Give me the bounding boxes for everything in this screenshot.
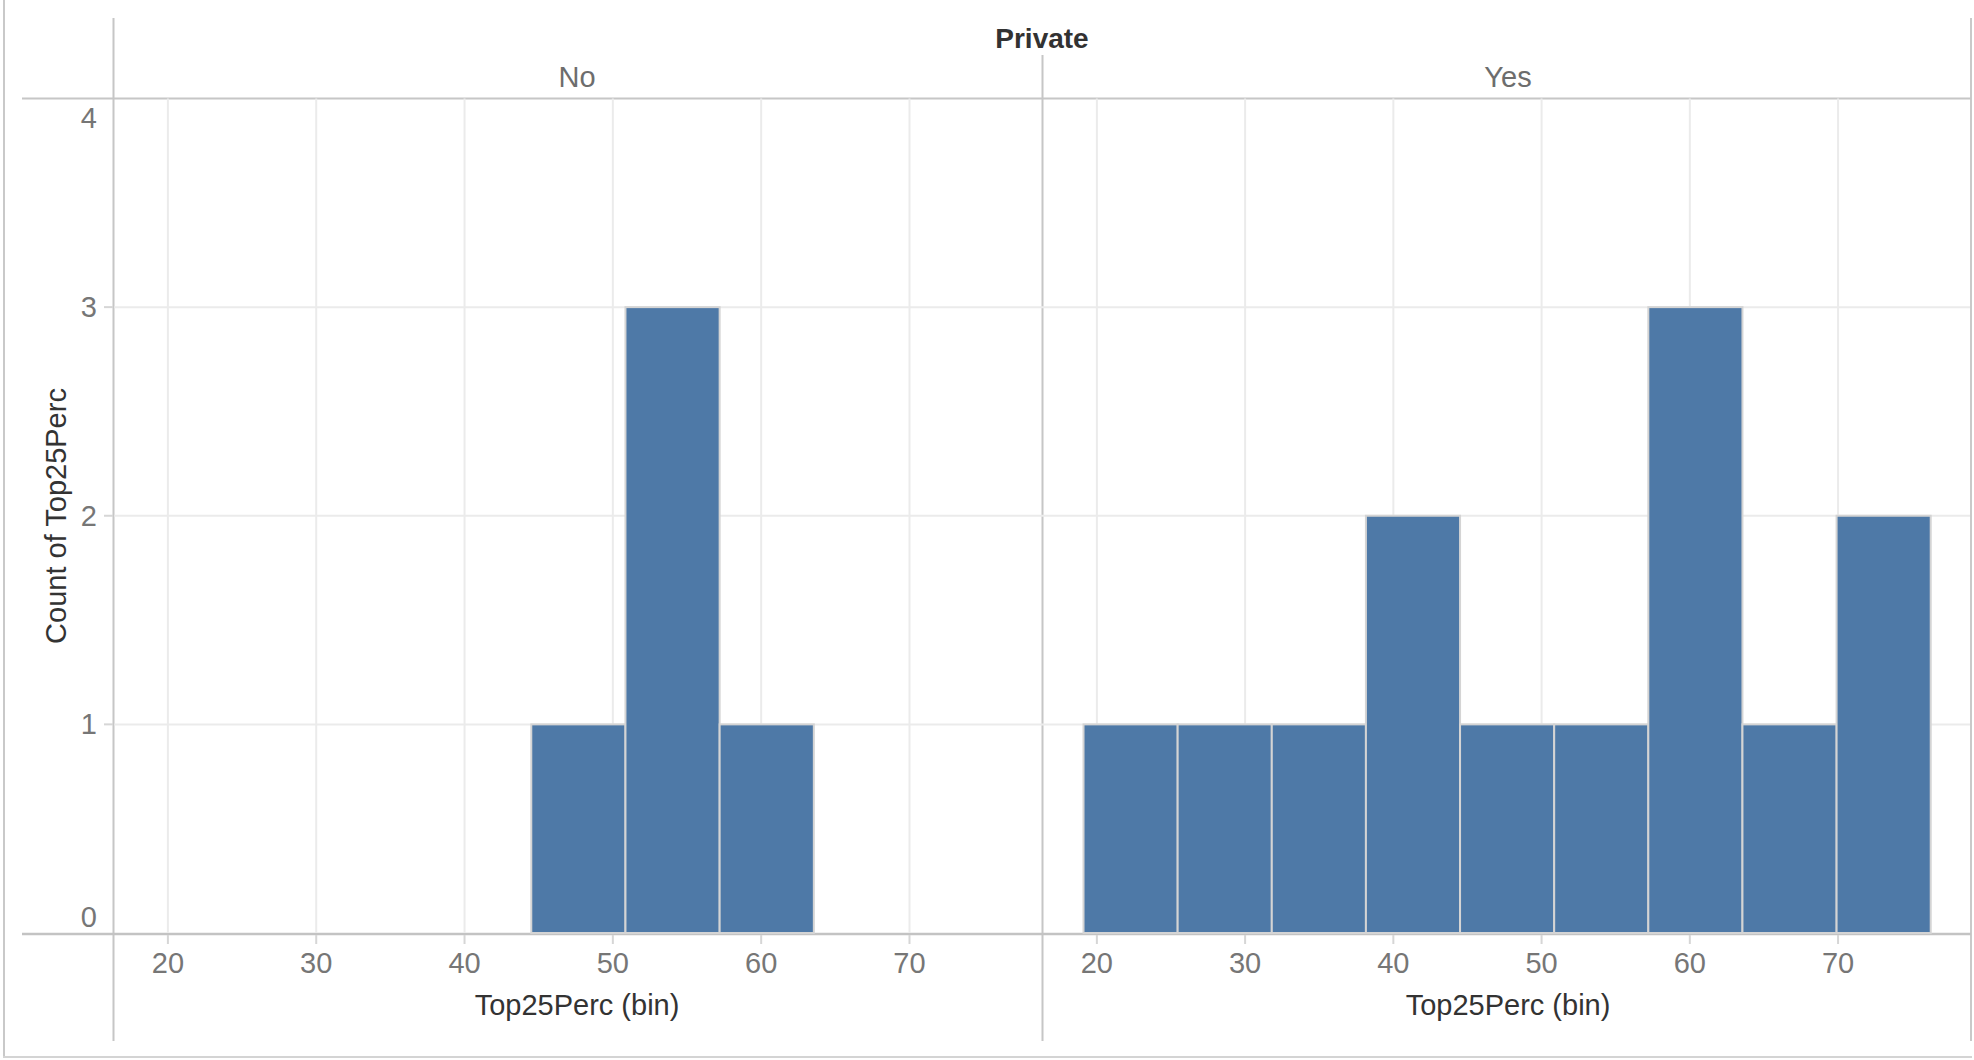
x-tick-label: 30 [300, 947, 332, 979]
histogram-bar[interactable] [720, 724, 814, 933]
x-tick-label: 20 [1081, 947, 1113, 979]
y-tick-label: 0 [81, 901, 97, 933]
x-tick-label: 50 [597, 947, 629, 979]
histogram-bar[interactable] [625, 307, 719, 933]
facet-header-yes: Yes [1484, 61, 1531, 93]
histogram-bar[interactable] [1554, 724, 1648, 933]
histogram-bar[interactable] [1178, 724, 1272, 933]
x-axis-title-right: Top25Perc (bin) [1406, 989, 1611, 1021]
histogram-bar[interactable] [1084, 724, 1178, 933]
x-axis-title-left: Top25Perc (bin) [475, 989, 680, 1021]
field-label-private: Private [995, 23, 1088, 54]
histogram-bar[interactable] [1272, 724, 1366, 933]
histogram-bar[interactable] [1366, 516, 1460, 933]
x-tick-label: 20 [152, 947, 184, 979]
x-tick-label: 60 [1674, 947, 1706, 979]
y-tick-label: 4 [81, 102, 97, 134]
bars-layer [531, 307, 1930, 933]
x-tick-label: 40 [448, 947, 480, 979]
histogram-bar[interactable] [1460, 724, 1554, 933]
histogram-bar[interactable] [1837, 516, 1931, 933]
x-tick-label: 70 [893, 947, 925, 979]
x-tick-label: 30 [1229, 947, 1261, 979]
x-tick-label: 40 [1377, 947, 1409, 979]
y-tick-label: 1 [81, 708, 97, 740]
histogram-bar[interactable] [1648, 307, 1742, 933]
x-tick-label: 50 [1525, 947, 1557, 979]
histogram-bar[interactable] [1742, 724, 1836, 933]
faceted-histogram-sheet: 0 1 2 3 4 20 30 40 50 60 70 20 30 40 50 60 70 Private No… [0, 0, 1974, 1060]
y-axis-title: Count of Top25Perc [40, 388, 72, 644]
histogram-bar[interactable] [531, 724, 625, 933]
y-tick-label: 3 [81, 291, 97, 323]
x-tick-label: 70 [1822, 947, 1854, 979]
x-tick-label: 60 [745, 947, 777, 979]
facet-header-no: No [558, 61, 595, 93]
y-tick-label: 2 [81, 500, 97, 532]
